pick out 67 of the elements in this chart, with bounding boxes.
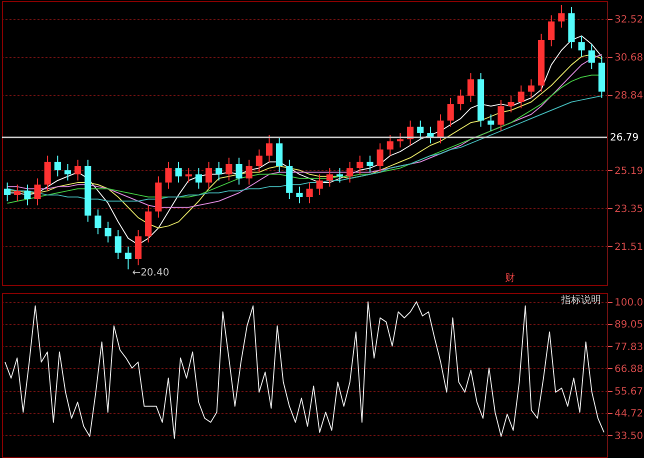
candlestick: [104, 221, 112, 243]
y-tick-label: 28.84: [614, 90, 644, 102]
y-tick-label: 89.05: [614, 319, 644, 330]
candlestick: [528, 78, 534, 98]
candlestick: [236, 157, 242, 186]
candlestick: [437, 114, 444, 144]
candlestick: [114, 230, 122, 260]
annotation: 指标说明: [560, 294, 601, 306]
candlestick: [558, 4, 565, 28]
candlestick: [64, 163, 72, 181]
candlestick: [134, 230, 142, 266]
candlestick: [336, 168, 344, 184]
candlestick: [447, 97, 454, 128]
candlestick: [346, 161, 354, 184]
candlestick: [195, 168, 202, 190]
candlestick: [34, 178, 41, 206]
candlestick: [54, 155, 61, 177]
candlestick: [498, 99, 504, 132]
annotation: ←20.40: [132, 267, 170, 278]
candlestick: [588, 44, 595, 70]
candlestick: [256, 149, 262, 173]
y-tick-label: 23.35: [614, 204, 644, 215]
candlestick: [457, 89, 464, 111]
candlestick: [356, 155, 364, 175]
candlestick: [518, 84, 524, 109]
candlestick: [185, 168, 192, 184]
candlestick: [246, 159, 252, 186]
candlestick: [578, 35, 585, 58]
candlestick: [216, 161, 222, 181]
candlestick: [386, 134, 394, 156]
candlestick: [4, 182, 11, 202]
y-tick-label: 21.51: [614, 242, 644, 253]
y-tick-label: 100.0: [614, 297, 644, 308]
candlestick: [417, 120, 424, 140]
candlestick: [508, 95, 514, 113]
candlestick: [276, 136, 283, 173]
y-tick-label: 30.68: [614, 52, 644, 64]
y-tick-label: 25.19: [614, 166, 644, 177]
candlestick: [548, 14, 555, 47]
candlestick: [467, 72, 474, 102]
candlestick: [376, 142, 384, 173]
ref-line-label: 26.79: [610, 132, 639, 144]
candlestick: [74, 159, 82, 181]
candlestick: [44, 155, 51, 192]
candlestick: [124, 246, 132, 270]
y-tick-label: 55.67: [614, 386, 644, 398]
candlestick: [266, 134, 273, 162]
candlestick: [206, 161, 212, 190]
candlestick: [296, 186, 303, 204]
candlestick: [94, 208, 102, 235]
y-tick-label: 33.50: [614, 430, 644, 442]
candlestick: [326, 168, 333, 188]
candlestick: [24, 184, 31, 206]
candlestick: [306, 182, 313, 204]
candlestick: [175, 161, 182, 184]
y-tick-label: 77.83: [614, 342, 644, 353]
y-tick-label: 66.88: [614, 364, 644, 375]
candlestick: [14, 184, 21, 202]
candlestick: [165, 161, 172, 190]
y-tick-label: 32.52: [614, 14, 644, 26]
y-tick-label: 44.72: [614, 408, 644, 420]
annotation: 财: [505, 272, 516, 284]
candlestick: [488, 114, 494, 132]
candlestick: [366, 155, 374, 173]
candlestick: [316, 174, 323, 196]
candlestick: [396, 132, 404, 148]
candlestick: [226, 157, 232, 181]
